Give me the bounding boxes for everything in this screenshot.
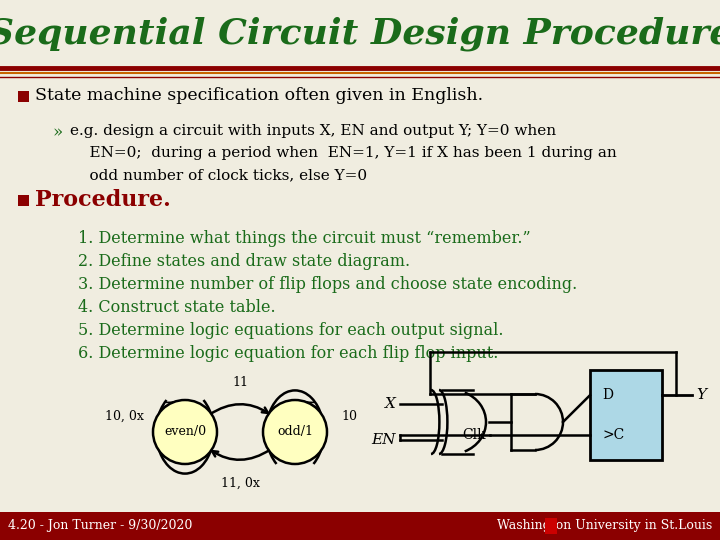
Bar	[18, 194, 29, 206]
Text: 6. Determine logic equation for each flip flop input.: 6. Determine logic equation for each fli…	[78, 345, 498, 362]
Bar	[18, 91, 29, 102]
Text: EN: EN	[372, 433, 396, 447]
Text: Washington University in St.Louis: Washington University in St.Louis	[497, 519, 712, 532]
Text: Clk: Clk	[462, 428, 486, 442]
Text: 1. Determine what things the circuit must “remember.”: 1. Determine what things the circuit mus…	[78, 230, 531, 247]
Text: even/0: even/0	[164, 426, 206, 438]
Text: odd number of clock ticks, else Y=0: odd number of clock ticks, else Y=0	[70, 168, 367, 182]
Text: 4.20 - Jon Turner - 9/30/2020: 4.20 - Jon Turner - 9/30/2020	[8, 519, 192, 532]
Bar	[590, 370, 662, 460]
Text: 10, 0x: 10, 0x	[105, 409, 143, 422]
Text: 10: 10	[341, 409, 357, 422]
Text: >C: >C	[602, 428, 624, 442]
Bar	[0, 512, 720, 540]
Text: 3. Determine number of flip flops and choose state encoding.: 3. Determine number of flip flops and ch…	[78, 276, 577, 293]
Bar	[545, 518, 557, 534]
Text: e.g. design a circuit with inputs X, EN and output Y; Y=0 when: e.g. design a circuit with inputs X, EN …	[70, 124, 556, 138]
Text: X: X	[385, 397, 396, 411]
Text: Sequential Circuit Design Procedure: Sequential Circuit Design Procedure	[0, 17, 720, 51]
Text: D: D	[602, 388, 613, 402]
Circle shape	[263, 400, 327, 464]
Text: »: »	[52, 124, 62, 141]
Text: Y: Y	[696, 388, 706, 402]
Text: EN=0;  during a period when  EN=1, Y=1 if X has been 1 during an: EN=0; during a period when EN=1, Y=1 if …	[70, 146, 617, 160]
Text: 4. Construct state table.: 4. Construct state table.	[78, 299, 276, 316]
Circle shape	[153, 400, 217, 464]
Text: odd/1: odd/1	[277, 426, 313, 438]
Text: 5. Determine logic equations for each output signal.: 5. Determine logic equations for each ou…	[78, 322, 503, 339]
Text: 11: 11	[232, 376, 248, 389]
Text: 11, 0x: 11, 0x	[220, 477, 259, 490]
Text: State machine specification often given in English.: State machine specification often given …	[35, 87, 483, 105]
Text: Procedure.: Procedure.	[35, 189, 171, 211]
Text: 2. Define states and draw state diagram.: 2. Define states and draw state diagram.	[78, 253, 410, 270]
